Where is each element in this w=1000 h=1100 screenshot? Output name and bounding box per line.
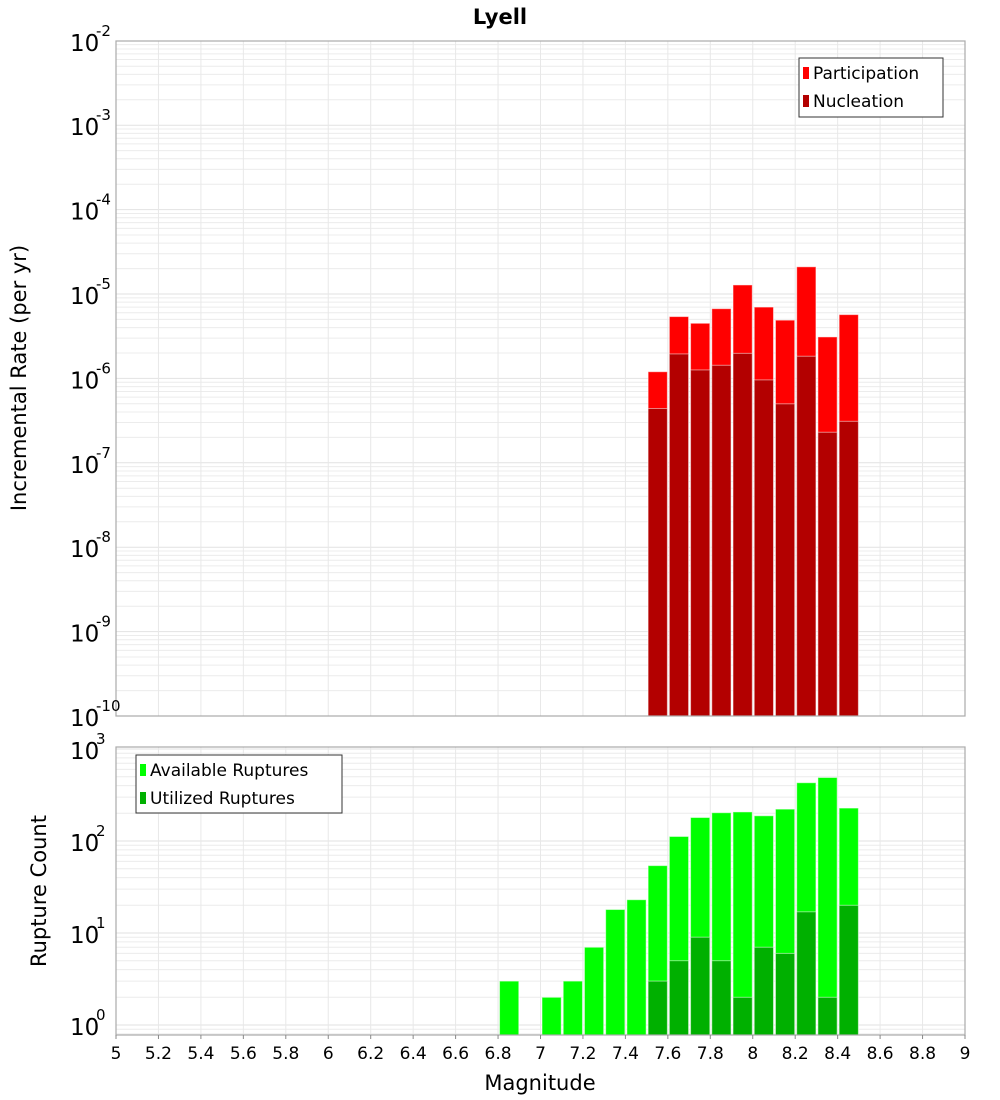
bar-available-ruptures xyxy=(499,980,520,1036)
x-tick-label: 7.4 xyxy=(612,1044,639,1064)
bar-nucleation xyxy=(668,353,690,717)
x-tick-label: 6.6 xyxy=(442,1044,469,1064)
legend-swatch-available xyxy=(140,764,146,776)
bar-utilized-ruptures xyxy=(817,996,838,1036)
x-tick-label: 6.2 xyxy=(357,1044,384,1064)
y-tick-label: 10 xyxy=(70,453,99,479)
bar-utilized-ruptures xyxy=(690,936,711,1036)
y-tick-label: 10 xyxy=(70,284,99,310)
y-tick-exponent: -5 xyxy=(96,275,111,293)
bar-available-ruptures xyxy=(583,946,605,1036)
bottom-legend: Available Ruptures Utilized Ruptures xyxy=(135,754,343,814)
x-tick-label: 7.2 xyxy=(569,1044,596,1064)
x-tick-label: 5.4 xyxy=(187,1044,214,1064)
x-tick-label: 9 xyxy=(960,1044,971,1064)
y-tick-exponent: 1 xyxy=(96,914,106,932)
bar-utilized-ruptures xyxy=(753,946,774,1036)
y-tick-label: 10 xyxy=(70,706,99,732)
bar-nucleation xyxy=(774,403,796,717)
y-tick-label: 10 xyxy=(70,368,99,394)
y-tick-label: 10 xyxy=(70,537,99,563)
bar-available-ruptures xyxy=(626,899,647,1036)
bar-utilized-ruptures xyxy=(796,911,817,1036)
y-tick-exponent: -2 xyxy=(96,22,111,40)
y-tick-label: 10 xyxy=(70,622,99,648)
y-tick-exponent: -7 xyxy=(96,444,111,462)
x-tick-labels: 5 5.2 5.4 5.6 5.8 6 6.2 6.4 6.6 6.8 7 7.2 7.4 7.6 7.8 8… xyxy=(111,1035,971,1064)
legend-swatch-utilized xyxy=(140,792,146,804)
x-tick-label: 5.2 xyxy=(145,1044,172,1064)
y-tick-exponent: -9 xyxy=(96,613,111,631)
legend-label-utilized: Utilized Ruptures xyxy=(150,789,295,809)
bar-utilized-ruptures xyxy=(711,960,732,1036)
y-tick-exponent: -10 xyxy=(96,697,121,715)
x-tick-label: 7 xyxy=(535,1044,546,1064)
x-tick-label: 5.6 xyxy=(230,1044,257,1064)
top-y-axis-label: Incremental Rate (per yr) xyxy=(7,245,31,511)
bar-available-ruptures xyxy=(605,909,626,1036)
bar-available-ruptures xyxy=(541,996,562,1036)
x-tick-label: 7.6 xyxy=(654,1044,681,1064)
y-tick-exponent: -8 xyxy=(96,528,111,546)
bar-nucleation xyxy=(690,369,711,717)
bar-nucleation xyxy=(753,379,774,717)
y-tick-exponent: 3 xyxy=(96,730,106,748)
y-tick-exponent: -3 xyxy=(96,106,111,124)
bottom-y-axis-label: Rupture Count xyxy=(27,815,51,967)
x-tick-label: 8.8 xyxy=(909,1044,936,1064)
chart-title: Lyell xyxy=(473,5,527,29)
bar-utilized-ruptures xyxy=(668,960,690,1036)
legend-swatch-nucleation xyxy=(803,95,809,107)
bar-available-ruptures xyxy=(562,980,583,1036)
plot-border xyxy=(115,40,966,717)
y-tick-label: 10 xyxy=(70,115,99,141)
legend-label-nucleation: Nucleation xyxy=(813,92,904,112)
top-legend: Participation Nucleation xyxy=(798,57,944,118)
bar-utilized-ruptures xyxy=(647,980,668,1036)
y-tick-label: 10 xyxy=(70,31,99,57)
y-tick-label: 10 xyxy=(70,831,99,857)
y-tick-label: 10 xyxy=(70,739,99,765)
x-tick-label: 5.8 xyxy=(272,1044,299,1064)
x-tick-label: 7.8 xyxy=(697,1044,724,1064)
bar-available-ruptures xyxy=(817,777,838,1036)
legend-label-participation: Participation xyxy=(813,64,919,84)
bar-nucleation xyxy=(711,364,732,717)
x-tick-label: 6.8 xyxy=(485,1044,512,1064)
legend-swatch-participation xyxy=(803,67,809,79)
x-tick-label: 5 xyxy=(111,1044,122,1064)
x-tick-label: 8.2 xyxy=(782,1044,809,1064)
x-tick-label: 6 xyxy=(323,1044,334,1064)
y-tick-label: 10 xyxy=(70,200,99,226)
x-tick-label: 8.4 xyxy=(824,1044,851,1064)
bar-utilized-ruptures xyxy=(838,904,859,1036)
legend-label-available: Available Ruptures xyxy=(150,761,308,781)
bar-nucleation xyxy=(796,355,817,717)
y-tick-label: 10 xyxy=(70,1015,99,1041)
bar-nucleation xyxy=(817,431,838,717)
bar-nucleation xyxy=(838,420,859,717)
x-tick-label: 8 xyxy=(747,1044,758,1064)
bar-utilized-ruptures xyxy=(732,996,753,1036)
x-tick-label: 6.4 xyxy=(400,1044,427,1064)
y-tick-label: 10 xyxy=(70,923,99,949)
y-tick-exponent: -4 xyxy=(96,191,111,209)
bar-utilized-ruptures xyxy=(774,952,796,1036)
x-tick-label: 8.6 xyxy=(867,1044,894,1064)
y-tick-exponent: 0 xyxy=(96,1006,106,1024)
bar-nucleation xyxy=(732,352,753,717)
bar-nucleation xyxy=(647,407,668,717)
y-tick-exponent: 2 xyxy=(96,822,106,840)
y-tick-exponent: -6 xyxy=(96,359,111,377)
x-axis-label: Magnitude xyxy=(484,1071,595,1095)
